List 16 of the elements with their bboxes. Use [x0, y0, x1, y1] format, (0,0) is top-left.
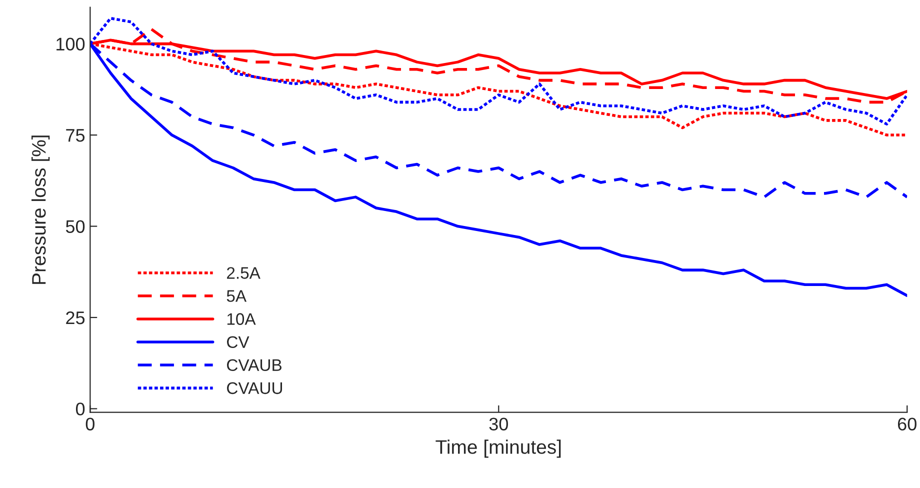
y-tick-label: 50: [66, 220, 85, 233]
x-tick-label: 30: [489, 418, 508, 430]
legend-label: CVAUU: [227, 382, 282, 394]
y-tick-label: 100: [56, 38, 85, 51]
legend-label: 5A: [226, 290, 247, 302]
legend-label: CV: [227, 336, 250, 348]
y-axis-title: Pressure loss [%]: [31, 136, 50, 284]
y-tick-label: 0: [76, 402, 85, 416]
x-tick-label: 0: [86, 418, 94, 430]
x-tick-label: 60: [898, 418, 916, 430]
legend-label: 2.5A: [227, 267, 260, 279]
legend-label: CVAUB: [227, 359, 282, 372]
y-tick-label: 75: [66, 129, 85, 142]
legend-label: 10A: [227, 313, 256, 325]
x-axis-title: Time [minutes]: [436, 440, 561, 458]
y-tick-label: 25: [66, 311, 85, 324]
